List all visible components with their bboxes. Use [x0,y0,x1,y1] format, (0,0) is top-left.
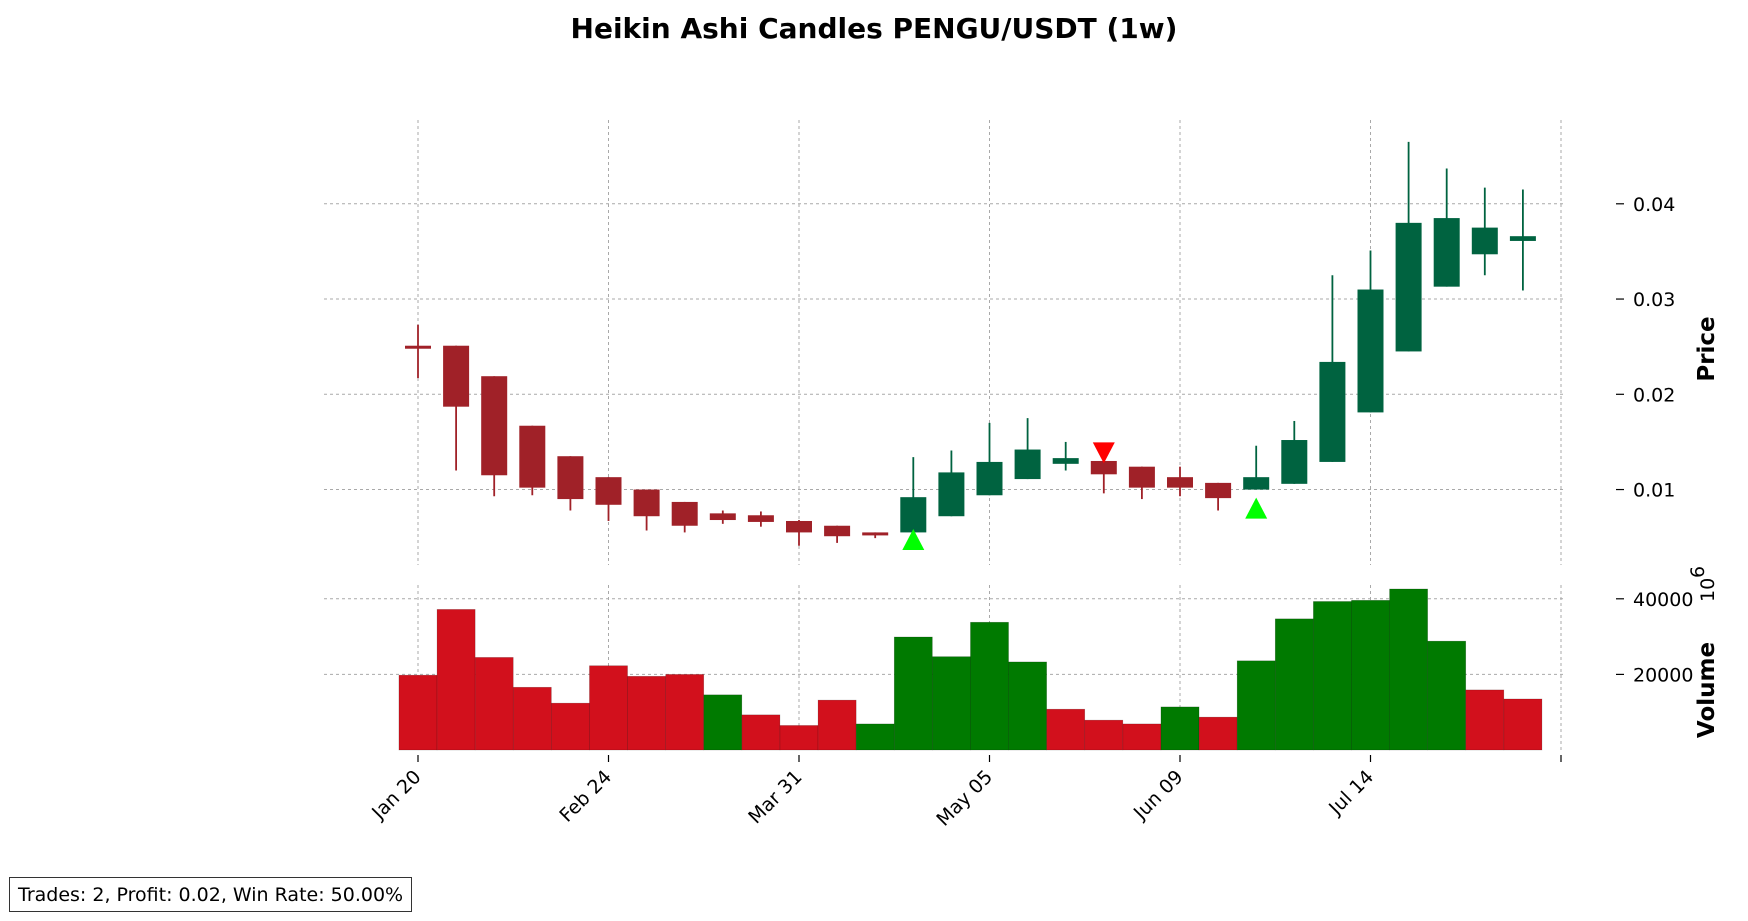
volume-bar [1122,723,1162,751]
volume-bar [817,699,857,751]
volume-bar [741,714,781,751]
volume-bar [474,657,514,751]
volume-bar [855,723,895,751]
volume-tick-label: 40000 [1633,589,1693,611]
chart-title: Heikin Ashi Candles PENGU/USDT (1w) [571,12,1178,45]
volume-bar [779,725,819,751]
candle-body [1395,222,1422,352]
volume-axis-label: Volume [1694,642,1720,738]
price-tick-label: 0.04 [1633,194,1675,216]
volume-bar [1351,600,1390,751]
candle-body [1319,361,1346,462]
x-tick-label: Feb 24 [555,766,616,827]
volume-bar [398,674,438,751]
volume-tick-label: 20000 [1633,664,1693,686]
candle-body [1281,440,1308,484]
candle-body [1128,466,1155,488]
candle-body [1090,460,1117,475]
candle-body [1509,236,1536,241]
volume-bar [627,675,666,751]
volume-exponent-power: 6 [1687,566,1709,578]
x-tick-label: Jan 20 [367,766,425,824]
candle-body [976,461,1003,496]
volume-bar [1046,708,1086,751]
volume-bar [551,702,590,751]
trade-signals [902,442,1268,551]
buy-signal-marker [1245,497,1268,519]
candle-body [938,472,965,517]
candle-body [481,376,508,476]
candle-body [747,515,774,522]
volume-bar [703,694,743,751]
candle-body [1052,458,1079,464]
price-tick-label: 0.01 [1633,480,1675,502]
volume-bar [893,636,933,751]
volume-bar [589,665,628,751]
candles [405,141,1536,546]
candle-body [1471,227,1498,255]
volume-bar [932,656,971,751]
volume-bar [1236,660,1276,751]
x-tick-label: Jun 09 [1129,766,1188,825]
volume-bar [1465,689,1505,751]
candle-body [519,425,546,488]
x-axis: Jan 20 Feb 24 Mar 31 May 05 Jun 09 Jul 14 [367,755,1562,831]
volume-bar [512,686,552,751]
volume-bar [970,621,1009,751]
candle-body [405,345,431,349]
volume-exponent: 10 6 [1687,566,1719,602]
price-tick-label: 0.03 [1633,289,1675,311]
candle-body [862,532,889,536]
candle-body [786,520,812,533]
candle-body [557,456,584,500]
volume-bar [1160,706,1200,751]
volume-bar [1427,640,1467,751]
candle-body [633,489,660,517]
price-tick-label: 0.02 [1633,384,1675,406]
x-tick-label: Mar 31 [744,766,806,828]
volume-bar [1084,719,1124,751]
x-tick-label: Jul 14 [1324,766,1378,820]
volume-bar [1313,601,1352,751]
candle-body [443,345,470,407]
volume-bar [1503,698,1543,751]
candle-body [671,501,698,526]
candle-body [1243,477,1270,490]
candle-body [900,497,927,533]
volume-bar [1008,661,1047,751]
volume-bar [1389,588,1428,751]
volume-axis: 20000 40000 [1616,589,1693,686]
candle-body [1433,218,1460,287]
candle-body [595,477,622,505]
candle-body [1014,449,1041,480]
candle-body [1205,482,1232,499]
candle-body [824,525,851,537]
volume-bars [398,588,1543,751]
candle-body [1357,289,1384,413]
buy-signal-marker [902,529,925,551]
price-axis-label: Price [1694,316,1720,381]
volume-bar [1198,716,1238,751]
candle-body [709,513,736,521]
volume-bar [665,674,705,751]
trade-stats-box: Trades: 2, Profit: 0.02, Win Rate: 50.00… [9,877,413,912]
volume-exponent-base: 10 [1697,578,1719,602]
price-axis: 0.01 0.02 0.03 0.04 [1616,194,1675,502]
x-tick-label: May 05 [932,766,997,831]
volume-bar [436,609,476,751]
sell-signal-marker [1092,442,1115,464]
candle-body [1167,477,1193,488]
volume-bar [1274,618,1314,751]
